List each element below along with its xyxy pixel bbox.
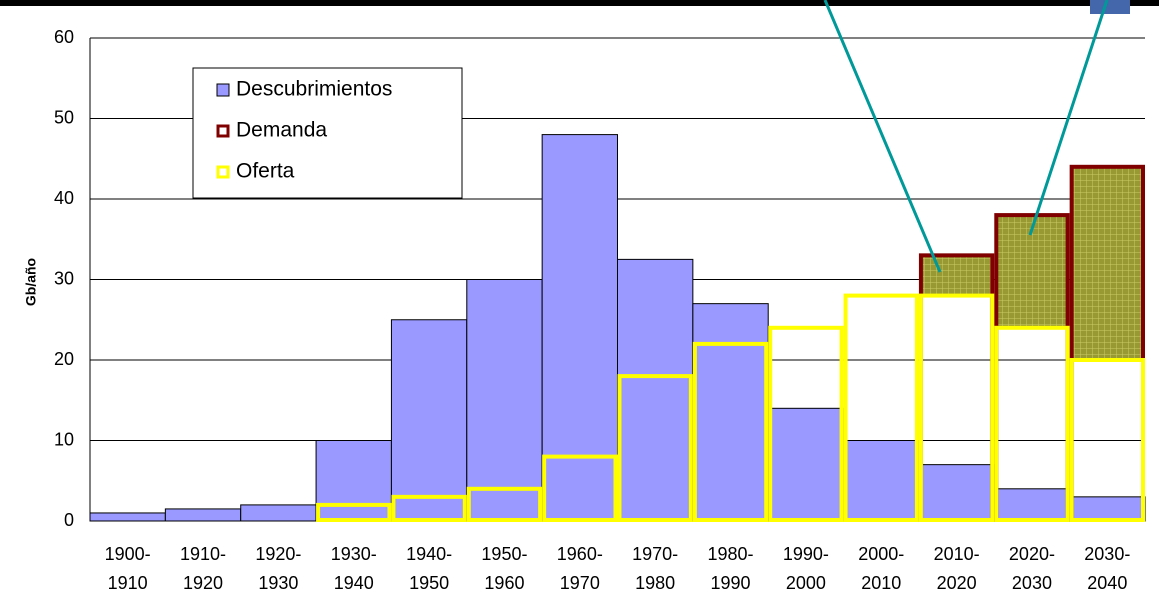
x-tick-text: 1930-1940 xyxy=(330,544,377,593)
bar xyxy=(692,303,769,522)
x-tick-label: 2030-2040 xyxy=(1070,540,1145,598)
shortage xyxy=(1071,166,1143,360)
x-tick-label: 1920-1930 xyxy=(241,540,316,598)
x-tick-label: 1960-1970 xyxy=(542,540,617,598)
legend-label: Oferta xyxy=(236,160,295,183)
bar xyxy=(843,440,920,522)
shortage xyxy=(996,215,1068,328)
bar xyxy=(390,319,468,522)
top-band xyxy=(0,0,1159,6)
x-tick-label: 1930-1940 xyxy=(316,540,391,598)
legend-label: Descubrimientos xyxy=(236,78,392,101)
callout-line xyxy=(1028,0,1109,236)
outline-bar xyxy=(316,502,392,522)
x-tick-text: 1940-1950 xyxy=(406,544,453,593)
y-axis-label: Gb/año xyxy=(23,258,39,306)
outline-bar xyxy=(617,374,693,522)
x-tick-text: 1910-1920 xyxy=(179,544,227,593)
bar xyxy=(315,440,392,522)
x-tick-text: 1990-2000 xyxy=(782,544,829,593)
x-tick-text: 2020-2030 xyxy=(1008,544,1055,593)
x-tick-label: 1990-2000 xyxy=(768,540,843,598)
bar xyxy=(466,279,543,522)
outline-bar xyxy=(768,325,844,522)
bar xyxy=(240,504,317,522)
y-tick-label: 0 xyxy=(64,510,74,530)
x-tick-text: 1970-1980 xyxy=(632,544,679,593)
x-tick-text: 1980-1990 xyxy=(707,544,754,593)
x-tick-label: 2020-2030 xyxy=(994,540,1069,598)
callout-line xyxy=(823,0,942,273)
y-tick-label: 20 xyxy=(54,349,74,369)
x-tick-label: 2000-2010 xyxy=(844,540,919,598)
bar xyxy=(767,407,845,522)
y-tick-label: 50 xyxy=(54,107,74,127)
legend-swatch xyxy=(216,124,230,138)
bar xyxy=(164,508,242,522)
x-tick-text: 2010-2020 xyxy=(933,544,980,593)
outline-bar xyxy=(918,293,995,522)
outline-bar xyxy=(692,341,769,522)
bar xyxy=(918,464,995,522)
x-tick-text: 1950-1960 xyxy=(481,544,528,593)
bar xyxy=(541,134,619,522)
x-tick-label: 1910-1920 xyxy=(165,540,240,598)
y-tick-label: 30 xyxy=(54,268,74,288)
legend-label: Demanda xyxy=(236,119,327,142)
x-tick-label: 1900-1910 xyxy=(90,540,165,598)
x-tick-text: 1920-1930 xyxy=(255,544,302,593)
bar xyxy=(1069,496,1146,522)
x-tick-label: 1940-1950 xyxy=(391,540,466,598)
x-tick-text: 1960-1970 xyxy=(556,544,603,593)
x-tick-label: 1980-1990 xyxy=(693,540,768,598)
bar xyxy=(89,512,166,522)
outline-bar xyxy=(542,454,618,523)
y-tick-label: 10 xyxy=(54,429,74,449)
bar xyxy=(993,488,1071,522)
outline-bar xyxy=(1069,358,1145,522)
outline-bar xyxy=(466,486,543,522)
x-tick-label: 1950-1960 xyxy=(467,540,542,598)
x-tick-label: 2010-2020 xyxy=(919,540,994,598)
x-tick-label: 1970-1980 xyxy=(618,540,693,598)
outline-bar xyxy=(843,293,919,522)
outline-bar xyxy=(994,325,1070,522)
y-tick-label: 40 xyxy=(54,188,74,208)
y-tick-label: 60 xyxy=(54,27,74,47)
corner-image xyxy=(1090,0,1130,14)
legend-box xyxy=(192,67,463,199)
legend-swatch xyxy=(216,165,230,179)
bar xyxy=(617,258,694,522)
x-tick-text: 1900-1910 xyxy=(104,544,151,593)
x-tick-text: 2030-2040 xyxy=(1084,544,1131,593)
legend-swatch xyxy=(216,83,230,97)
x-tick-text: 2000-2010 xyxy=(858,544,905,593)
shortage xyxy=(920,255,993,296)
outline-bar xyxy=(391,494,467,523)
